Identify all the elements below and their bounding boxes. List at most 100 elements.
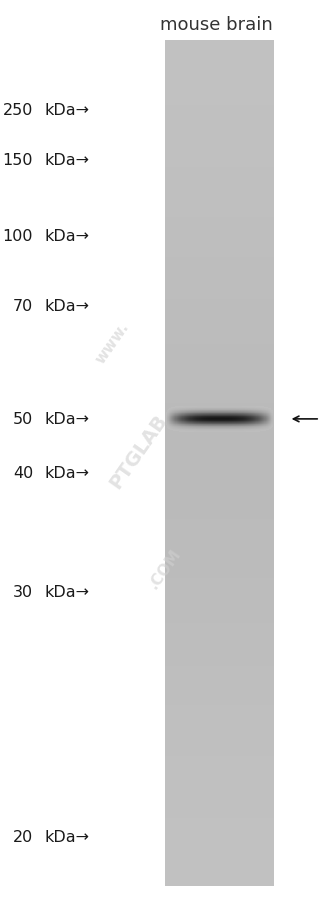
Bar (165, 477, 274, 480)
Text: 150: 150 (3, 153, 33, 168)
Bar (165, 187, 274, 190)
Bar (165, 691, 274, 695)
Bar (165, 457, 274, 460)
Bar (165, 474, 274, 477)
Bar (165, 133, 274, 136)
Bar (165, 460, 274, 464)
Bar (165, 173, 274, 176)
Bar (165, 740, 274, 742)
Bar (165, 494, 274, 497)
Bar (165, 204, 274, 207)
Bar (165, 545, 274, 548)
Bar (165, 69, 274, 71)
Bar (165, 587, 274, 590)
Bar (165, 354, 274, 356)
Bar (165, 221, 274, 224)
Bar (165, 336, 274, 339)
Bar (165, 49, 274, 51)
Bar (165, 446, 274, 449)
Bar (165, 351, 274, 354)
Bar (165, 176, 274, 179)
Bar (165, 863, 274, 866)
Bar (165, 871, 274, 875)
Bar (165, 325, 274, 328)
Bar (165, 193, 274, 196)
Bar (165, 517, 274, 520)
Bar (165, 742, 274, 745)
Bar (165, 359, 274, 362)
Bar (165, 875, 274, 878)
Bar (165, 762, 274, 765)
Bar (165, 379, 274, 382)
Bar (165, 390, 274, 392)
Bar (165, 306, 274, 308)
Bar (165, 317, 274, 319)
Bar (165, 550, 274, 553)
Bar (165, 226, 274, 229)
Bar (165, 810, 274, 813)
Bar (165, 582, 274, 584)
Bar (165, 492, 274, 494)
Bar (165, 464, 274, 466)
Bar (165, 342, 274, 345)
Bar (165, 753, 274, 756)
Bar (165, 308, 274, 311)
Bar (165, 505, 274, 508)
Text: kDa→: kDa→ (45, 584, 89, 599)
Bar (165, 272, 274, 274)
Bar (165, 615, 274, 618)
Bar (165, 595, 274, 598)
Bar (165, 559, 274, 562)
Bar (165, 116, 274, 119)
Bar (165, 776, 274, 778)
Bar (165, 392, 274, 396)
Bar (165, 697, 274, 700)
Bar (165, 207, 274, 209)
Bar (165, 683, 274, 686)
Bar (165, 675, 274, 677)
Bar (165, 213, 274, 216)
Bar (165, 263, 274, 266)
Bar (165, 705, 274, 708)
Bar (165, 801, 274, 804)
Bar (165, 720, 274, 723)
Text: kDa→: kDa→ (45, 412, 89, 427)
Bar (165, 573, 274, 575)
Text: kDa→: kDa→ (45, 229, 89, 244)
Bar (165, 196, 274, 198)
Bar (165, 770, 274, 773)
Bar (165, 627, 274, 630)
Bar (165, 590, 274, 593)
Bar (165, 339, 274, 342)
Bar (165, 168, 274, 170)
Bar (165, 91, 274, 94)
Bar (165, 328, 274, 331)
Bar (165, 502, 274, 505)
Bar (165, 334, 274, 336)
Text: 100: 100 (3, 229, 33, 244)
Bar (165, 557, 274, 559)
Bar (165, 748, 274, 750)
Bar (165, 311, 274, 314)
Bar (165, 649, 274, 652)
Bar (165, 151, 274, 153)
Text: kDa→: kDa→ (45, 830, 89, 844)
Bar (165, 314, 274, 317)
Bar (165, 257, 274, 261)
Bar (165, 249, 274, 252)
Bar (165, 548, 274, 550)
Bar (165, 835, 274, 838)
Bar (165, 830, 274, 833)
Bar (165, 838, 274, 841)
Bar (165, 331, 274, 334)
Bar (165, 364, 274, 367)
Bar (165, 677, 274, 680)
Bar (165, 407, 274, 410)
Bar (165, 815, 274, 818)
Bar (165, 610, 274, 612)
Bar (165, 818, 274, 821)
Bar (165, 537, 274, 539)
Bar (165, 658, 274, 660)
Bar (165, 878, 274, 880)
Bar (165, 584, 274, 587)
